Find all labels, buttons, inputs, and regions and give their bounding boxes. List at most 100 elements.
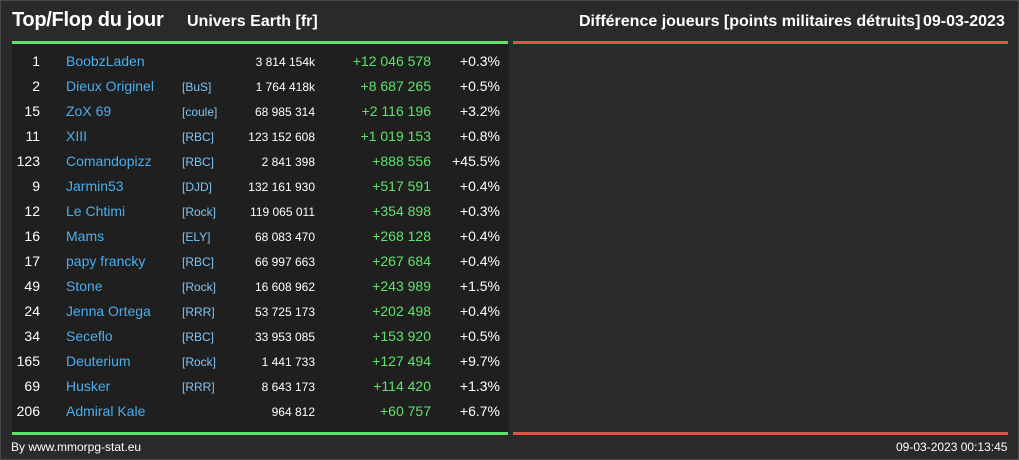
generated-timestamp: 09-03-2023 00:13:45 [896, 440, 1008, 454]
player-points: 123 152 608 [248, 130, 315, 144]
points-difference: +1 019 153 [360, 128, 431, 144]
percent-change: +0.4% [459, 253, 500, 269]
table-row: 9 Jarmin53 [DJD] 132 161 930 +517 591 +0.4% [12, 174, 509, 199]
player-points: 53 725 173 [254, 305, 315, 319]
player-rank: 34 [24, 328, 40, 344]
points-difference: +8 687 265 [360, 78, 431, 94]
percent-change: +0.3% [459, 53, 500, 69]
player-rank: 49 [24, 278, 40, 294]
player-rank: 16 [24, 228, 40, 244]
bottom-divider-green [12, 432, 508, 435]
table-row: 12 Le Chtimi [Rock] 119 065 011 +354 898 +0.3… [12, 199, 509, 224]
player-rank: 11 [25, 128, 40, 144]
alliance-tag-link[interactable]: [RBC] [182, 155, 215, 169]
player-rank: 1 [32, 53, 40, 69]
table-row: 165 Deuterium [Rock] 1 441 733 +127 494 +9.7% [12, 349, 509, 374]
player-name-link[interactable]: Le Chtimi [66, 203, 126, 219]
date-label: 09-03-2023 [923, 13, 1005, 30]
header: Top/Flop du jour Univers Earth [fr] Diff… [1, 1, 1018, 41]
alliance-tag-link[interactable]: [ELY] [182, 230, 211, 244]
alliance-tag-link[interactable]: [RRR] [182, 305, 215, 319]
alliance-tag-link[interactable]: [RRR] [182, 380, 215, 394]
alliance-tag-link[interactable]: [DJD] [182, 180, 212, 194]
player-name-link[interactable]: Seceflo [66, 328, 113, 344]
player-name-link[interactable]: Jarmin53 [66, 178, 124, 194]
player-rank: 15 [24, 103, 40, 119]
alliance-tag-link[interactable]: [Rock] [182, 355, 217, 369]
percent-change: +0.5% [459, 328, 500, 344]
player-points: 68 083 470 [254, 230, 315, 244]
table-row: 123 Comandopizz [RBC] 2 841 398 +888 556 +45.… [12, 149, 509, 174]
player-name-link[interactable]: BoobzLaden [66, 53, 145, 69]
player-rank: 123 [16, 153, 40, 169]
alliance-tag-link[interactable]: [RBC] [182, 255, 215, 269]
percent-change: +0.4% [459, 178, 500, 194]
player-name-link[interactable]: Admiral Kale [66, 403, 146, 419]
alliance-tag-link[interactable]: [RBC] [182, 130, 215, 144]
percent-change: +0.5% [459, 78, 500, 94]
player-name-link[interactable]: Husker [66, 378, 111, 394]
metric-label: Différence joueurs [points militaires dé… [579, 13, 921, 30]
table-row: 16 Mams [ELY] 68 083 470 +268 128 +0.4% [12, 224, 509, 249]
points-difference: +127 494 [372, 353, 431, 369]
player-rank: 9 [32, 178, 40, 194]
alliance-tag-link[interactable]: [Rock] [182, 280, 217, 294]
points-difference: +153 920 [372, 328, 431, 344]
percent-change: +1.5% [459, 278, 500, 294]
player-rank: 165 [16, 353, 40, 369]
player-rank: 69 [24, 378, 40, 394]
table-row: 11 XIII [RBC] 123 152 608 +1 019 153 +0.8% [12, 124, 509, 149]
player-name-link[interactable]: Dieux Originel [66, 78, 154, 94]
player-rank: 12 [24, 203, 40, 219]
player-points: 3 814 154k [255, 55, 315, 69]
points-difference: +517 591 [372, 178, 431, 194]
player-name-link[interactable]: Jenna Ortega [66, 303, 151, 319]
points-difference: +202 498 [372, 303, 431, 319]
bottom-divider-red [513, 432, 1008, 435]
percent-change: +0.8% [459, 128, 500, 144]
player-points: 16 608 962 [254, 280, 315, 294]
percent-change: +1.3% [459, 378, 500, 394]
points-difference: +888 556 [372, 153, 431, 169]
points-difference: +267 684 [372, 253, 431, 269]
flop-players-panel [513, 44, 1008, 432]
player-rank: 206 [16, 403, 40, 419]
player-name-link[interactable]: Comandopizz [66, 153, 152, 169]
player-points: 964 812 [271, 405, 315, 419]
player-name-link[interactable]: papy francky [66, 253, 146, 269]
alliance-tag-link[interactable]: [BuS] [182, 80, 212, 94]
player-name-link[interactable]: Stone [66, 278, 103, 294]
percent-change: +6.7% [459, 403, 500, 419]
percent-change: +3.2% [459, 103, 500, 119]
player-points: 66 997 663 [254, 255, 315, 269]
table-row: 15 ZoX 69 [coule] 68 985 314 +2 116 196 +3.2% [12, 99, 509, 124]
alliance-tag-link[interactable]: [RBC] [182, 330, 215, 344]
table-row: 34 Seceflo [RBC] 33 953 085 +153 920 +0.5% [12, 324, 509, 349]
alliance-tag-link[interactable]: [Rock] [182, 205, 217, 219]
player-name-link[interactable]: Mams [66, 228, 105, 244]
player-rank: 17 [24, 253, 40, 269]
table-row: 17 papy francky [RBC] 66 997 663 +267 684 +0.… [12, 249, 509, 274]
universe-label: Univers Earth [fr] [187, 13, 318, 30]
player-points: 1 441 733 [261, 355, 315, 369]
player-points: 33 953 085 [254, 330, 315, 344]
player-rank: 2 [32, 78, 40, 94]
player-name-link[interactable]: ZoX 69 [66, 103, 112, 119]
alliance-tag-link[interactable]: [coule] [182, 105, 218, 119]
points-difference: +354 898 [372, 203, 431, 219]
points-difference: +268 128 [372, 228, 431, 244]
table-row: 69 Husker [RRR] 8 643 173 +114 420 +1.3% [12, 374, 509, 399]
player-points: 8 643 173 [261, 380, 315, 394]
percent-change: +9.7% [459, 353, 500, 369]
table-row: 2 Dieux Originel [BuS] 1 764 418k +8 687 265… [12, 74, 509, 99]
player-name-link[interactable]: Deuterium [66, 353, 131, 369]
percent-change: +0.3% [459, 203, 500, 219]
player-rank: 24 [24, 303, 40, 319]
page-title: Top/Flop du jour [12, 9, 164, 31]
site-credit-link[interactable]: By www.mmorpg-stat.eu [11, 440, 142, 454]
player-name-link[interactable]: XIII [66, 128, 88, 144]
points-difference: +2 116 196 [361, 103, 431, 119]
top-divider-red [513, 41, 1008, 44]
points-difference: +243 989 [372, 278, 431, 294]
